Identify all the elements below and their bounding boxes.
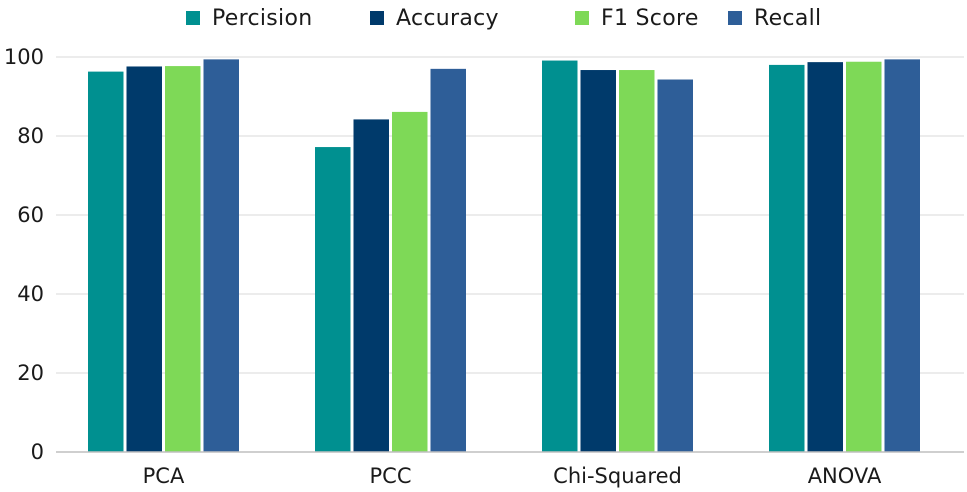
x-tick-label: PCA <box>143 464 185 488</box>
bar-recall <box>203 59 239 453</box>
bar-recall <box>430 68 466 452</box>
bar-f1-score <box>392 111 428 452</box>
bar-percision <box>88 71 124 453</box>
legend-item-f1-score: F1 Score <box>575 4 699 32</box>
y-tick-label: 100 <box>4 45 44 69</box>
legend-swatch-percision <box>186 11 200 25</box>
bar-percision <box>315 147 351 452</box>
x-tick-label: Chi-Squared <box>553 464 682 488</box>
legend-item-accuracy: Accuracy <box>370 4 499 32</box>
legend-label-f1-score: F1 Score <box>601 5 699 31</box>
chart-legend: Percision Accuracy F1 Score Recall <box>186 4 886 32</box>
legend-label-recall: Recall <box>754 5 822 31</box>
bar-percision <box>542 60 578 453</box>
legend-item-recall: Recall <box>728 4 821 32</box>
bar-accuracy <box>580 70 616 452</box>
legend-swatch-f1-score <box>575 11 589 25</box>
x-tick-label: ANOVA <box>808 464 882 488</box>
bar-recall <box>884 59 920 453</box>
x-tick-label: PCC <box>370 464 412 488</box>
y-tick-label: 40 <box>17 282 44 306</box>
bar-accuracy <box>126 66 162 452</box>
legend-item-percision: Percision <box>186 4 312 32</box>
legend-label-percision: Percision <box>212 5 313 31</box>
y-tick-label: 80 <box>17 124 44 148</box>
bar-accuracy <box>353 119 389 452</box>
bar-accuracy <box>807 62 843 452</box>
y-tick-label: 60 <box>17 203 44 227</box>
legend-label-accuracy: Accuracy <box>396 5 499 31</box>
legend-swatch-accuracy <box>370 11 384 25</box>
y-tick-label: 0 <box>31 440 44 464</box>
bar-f1-score <box>619 70 655 452</box>
bar-f1-score <box>846 61 882 453</box>
y-tick-label: 20 <box>17 361 44 385</box>
bar-percision <box>769 64 805 453</box>
bar-recall <box>657 79 693 452</box>
legend-swatch-recall <box>728 11 742 25</box>
bar-f1-score <box>165 66 201 453</box>
